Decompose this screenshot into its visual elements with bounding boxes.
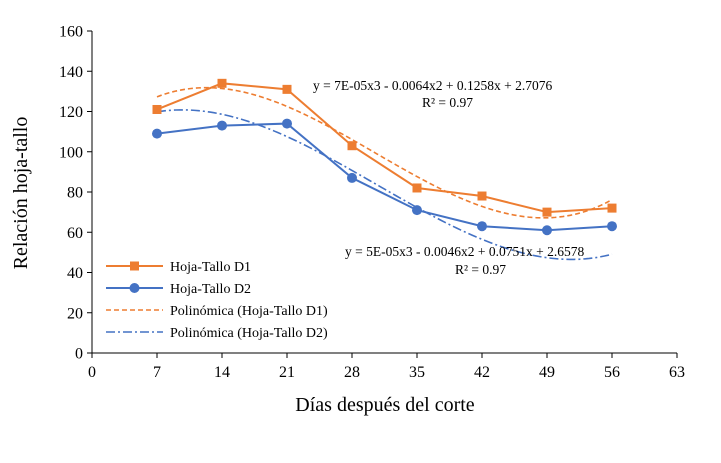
equation-annotations: y = 7E-05x3 - 0.0064x2 + 0.1258x + 2.707… [313, 78, 584, 277]
x-tick-label: 0 [88, 364, 96, 381]
legend-marker [130, 261, 139, 271]
data-point [412, 205, 422, 216]
legend-label: Polinómica (Hoja-Tallo D1) [170, 304, 328, 319]
data-point [347, 172, 357, 183]
series-line-1 [156, 82, 613, 214]
trendline-equation: y = 5E-05x3 - 0.0046x2 + 0.0751x + 2.657… [345, 244, 584, 259]
legend: Hoja-Tallo D1 Hoja-Tallo D2 Polinómica (Ho… [106, 260, 328, 341]
y-tick-label: 40 [67, 265, 83, 282]
legend-label: Polinómica (Hoja-Tallo D2) [170, 326, 328, 341]
x-tick-label: 35 [409, 364, 425, 381]
x-tick-label: 49 [539, 364, 555, 381]
legend-label: Hoja-Tallo D2 [170, 282, 251, 297]
x-tick-label: 7 [153, 364, 161, 381]
data-point [477, 191, 487, 201]
r-squared-label: R² = 0.97 [422, 95, 473, 110]
data-point [477, 221, 487, 232]
data-point [607, 203, 617, 213]
y-tick-label: 20 [67, 305, 83, 322]
data-point [282, 84, 292, 94]
axes [87, 30, 678, 358]
data-point [542, 207, 552, 217]
x-tick-label: 42 [474, 364, 490, 381]
trendline-1 [156, 86, 613, 219]
y-tick-label: 120 [59, 104, 83, 121]
data-point [542, 225, 552, 236]
x-tick-label: 21 [279, 364, 295, 381]
data-point [217, 78, 227, 88]
legend-marker [129, 283, 140, 293]
data-point [412, 183, 422, 193]
series-line-2 [156, 122, 613, 232]
legend-label: Hoja-Tallo D1 [170, 260, 251, 275]
y-axis-title: Relación hoja-tallo [10, 117, 32, 270]
x-tick-label: 14 [214, 364, 230, 381]
x-tick-label: 28 [344, 364, 360, 381]
x-axis-title: Días después del corte [295, 394, 475, 416]
tick-labels: 0 20 40 60 80 100 120 140 160 0 7 14 21 28 35 42 49 56 63 [59, 24, 685, 382]
y-tick-label: 140 [59, 64, 83, 81]
data-point [347, 141, 357, 151]
r-squared-label: R² = 0.97 [455, 262, 506, 277]
y-tick-label: 80 [67, 185, 83, 202]
x-tick-label: 56 [604, 364, 620, 381]
y-tick-label: 100 [59, 144, 83, 161]
data-point [152, 104, 162, 114]
x-tick-label: 63 [669, 364, 685, 381]
y-tick-label: 160 [59, 24, 83, 41]
data-point [217, 120, 227, 131]
y-tick-label: 60 [67, 225, 83, 242]
trendline-equation: y = 7E-05x3 - 0.0064x2 + 0.1258x + 2.707… [313, 78, 552, 93]
y-tick-label: 0 [75, 346, 83, 363]
data-series [152, 78, 617, 236]
data-point [282, 118, 292, 129]
trendlines [156, 86, 613, 261]
data-point [152, 128, 162, 139]
data-point [607, 221, 617, 232]
trendline-2 [156, 109, 613, 261]
